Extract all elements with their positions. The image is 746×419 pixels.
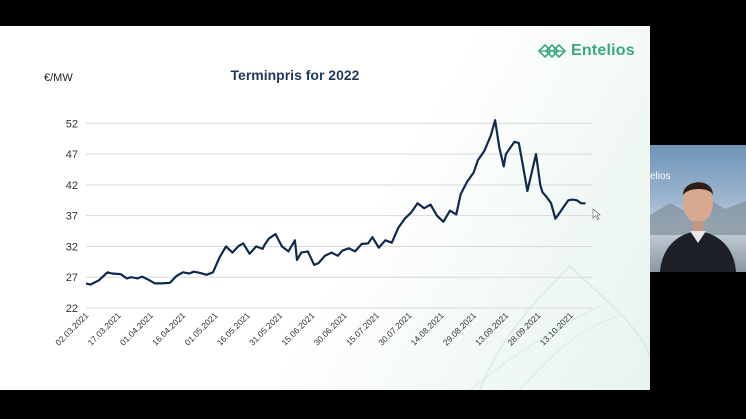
series-line <box>85 119 586 286</box>
x-tick-label: 01.04.2021 <box>118 310 155 347</box>
chart-title: Terminpris for 2022 <box>230 67 360 83</box>
x-tick-label: 15.06.2021 <box>279 310 316 347</box>
x-tick-label: 16.04.2021 <box>150 310 187 347</box>
mouse-cursor-icon <box>592 208 601 220</box>
x-tick-label: 16.05.2021 <box>215 310 252 347</box>
x-tick-label: 31.05.2021 <box>247 310 284 347</box>
y-axis-unit-label: €/MW <box>44 72 73 84</box>
webcam-video-feed: elios <box>650 145 746 272</box>
price-chart: 22 27 32 37 42 47 52 02.03.202117.03.202101.04… <box>53 118 650 390</box>
presenter-video-image <box>650 182 746 272</box>
y-tick-label: 47 <box>66 149 78 161</box>
brand-logo: Entelios <box>537 39 635 63</box>
decorative-leaf-lines <box>469 264 650 390</box>
y-tick-label: 22 <box>66 303 78 315</box>
webcam-overlay-text: elios <box>650 171 671 182</box>
x-tick-label: 02.03.2021 <box>53 310 90 347</box>
y-tick-label: 52 <box>66 118 78 130</box>
entelios-logo-icon <box>537 43 567 59</box>
y-tick-label: 32 <box>66 241 78 253</box>
y-tick-label: 37 <box>66 211 78 223</box>
x-tick-label: 30.07.2021 <box>376 310 413 347</box>
presentation-slide: Entelios 22 27 32 37 42 47 52 02.03.2021 17.03.… <box>0 26 650 390</box>
x-tick-label: 29.08.2021 <box>441 310 478 347</box>
y-tick-label: 27 <box>66 272 78 284</box>
x-tick-label: 30.06.2021 <box>312 310 349 347</box>
brand-name: Entelios <box>571 42 635 59</box>
x-tick-label: 15.07.2021 <box>344 310 381 347</box>
y-tick-label: 42 <box>66 180 78 192</box>
x-tick-label: 17.03.2021 <box>86 310 123 347</box>
x-tick-label: 14.08.2021 <box>409 310 446 347</box>
x-tick-label: 01.05.2021 <box>182 310 219 347</box>
